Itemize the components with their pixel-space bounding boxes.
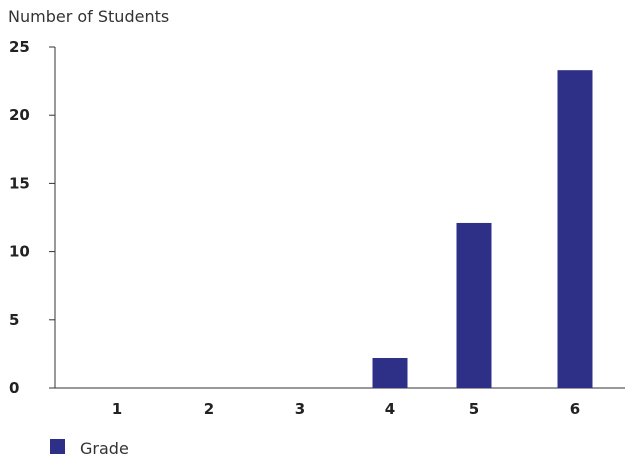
x-tick-label: 5: [469, 400, 479, 418]
x-axis: 1 2 3 4 5 6: [55, 387, 625, 418]
y-tick-label: 20: [9, 106, 30, 124]
y-tick-label: 10: [9, 243, 30, 261]
y-tick-label: 15: [9, 174, 30, 192]
x-tick-label: 1: [112, 400, 122, 418]
bar-grade-6: [557, 70, 593, 389]
x-tick-label: 6: [570, 400, 580, 418]
x-tick-label: 4: [385, 400, 395, 418]
bar-grade-5: [456, 222, 492, 388]
legend: Grade: [50, 439, 129, 458]
y-tick-label: 25: [9, 38, 30, 56]
y-tick-label: 5: [9, 311, 19, 329]
y-tick-label: 0: [9, 379, 19, 397]
x-tick-label: 2: [204, 400, 214, 418]
legend-swatch: [50, 439, 65, 454]
y-axis: 0 5 10 15 20 25: [9, 38, 56, 397]
legend-label: Grade: [80, 439, 129, 458]
bar-grade-4: [372, 357, 408, 388]
bars: [372, 70, 593, 389]
x-tick-label: 3: [295, 400, 305, 418]
y-axis-label: Number of Students: [8, 7, 169, 26]
